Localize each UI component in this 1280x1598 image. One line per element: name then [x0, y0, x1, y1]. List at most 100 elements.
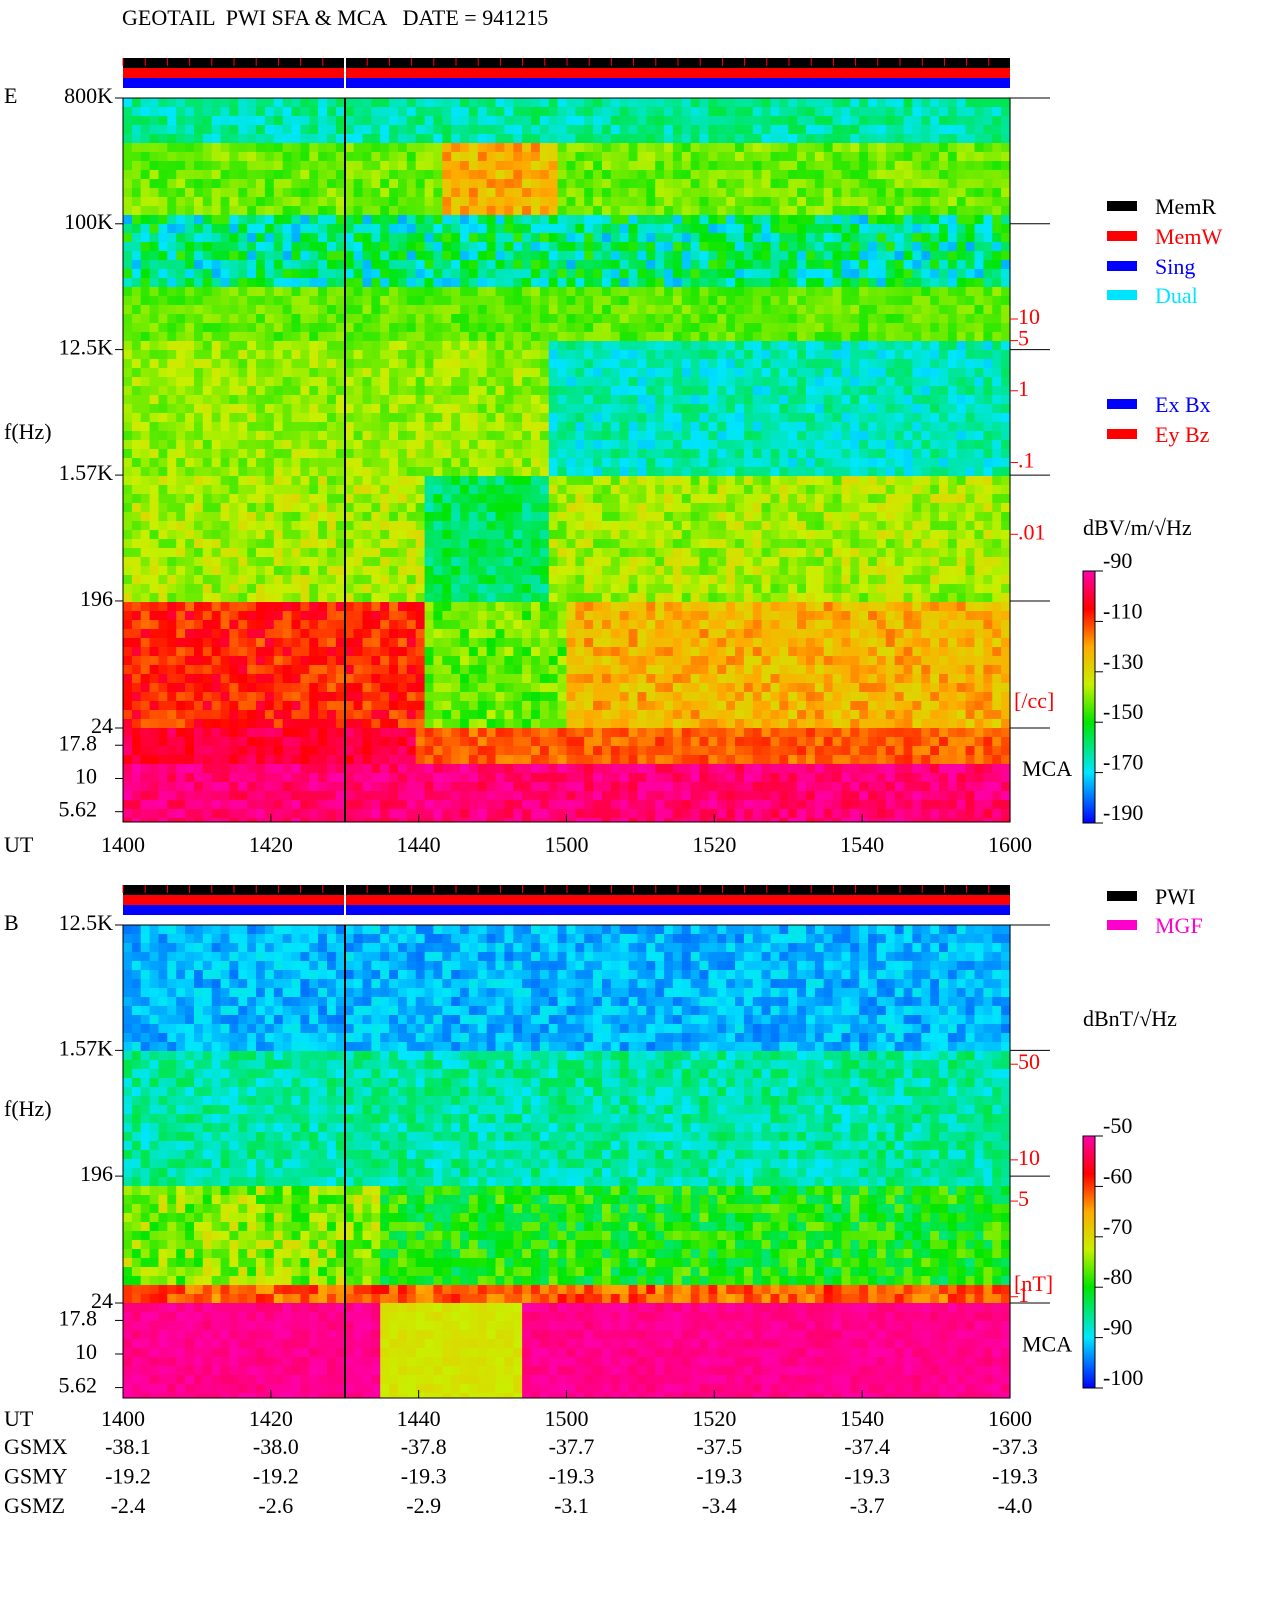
- spectrogram-cell: [957, 422, 967, 432]
- spectrogram-cell: [806, 512, 816, 522]
- spectrogram-cell: [859, 197, 869, 207]
- spectrogram-cell: [247, 377, 257, 387]
- spectrogram-cell: [558, 98, 568, 108]
- spectrogram-cell: [371, 377, 381, 387]
- spectrogram-cell: [575, 422, 585, 432]
- spectrogram-cell: [957, 413, 967, 423]
- spectrogram-cell: [584, 224, 594, 234]
- spectrogram-cell: [309, 170, 319, 180]
- spectrogram-cell: [1001, 485, 1011, 495]
- spectrogram-cell: [726, 467, 736, 477]
- spectrogram-cell: [123, 215, 133, 225]
- spectrogram-cell: [460, 242, 470, 252]
- spectrogram-cell: [513, 521, 523, 531]
- spectrogram-cell: [504, 206, 514, 216]
- spectrogram-cell: [912, 134, 922, 144]
- spectrogram-cell: [646, 476, 656, 486]
- spectrogram-cell: [487, 503, 497, 513]
- spectrogram-cell: [176, 188, 186, 198]
- spectrogram-cell: [948, 296, 958, 306]
- spectrogram-cell: [300, 395, 310, 405]
- spectrogram-cell: [735, 386, 745, 396]
- spectrogram-cell: [363, 467, 373, 477]
- spectrogram-cell: [575, 233, 585, 243]
- spectrogram-cell: [602, 440, 612, 450]
- spectrogram-cell: [638, 314, 648, 324]
- spectrogram-cell: [132, 332, 142, 342]
- spectrogram-cell: [167, 296, 177, 306]
- spectrogram-cell: [123, 449, 133, 459]
- spectrogram-cell: [575, 341, 585, 351]
- spectrogram-cell: [735, 242, 745, 252]
- spectrogram-cell: [700, 107, 710, 117]
- spectrogram-cell: [567, 512, 577, 522]
- spectrogram-cell: [877, 467, 887, 477]
- spectrogram-cell: [123, 530, 133, 540]
- spectrogram-cell: [593, 143, 603, 153]
- spectrogram-cell: [354, 206, 364, 216]
- spectrogram-cell: [336, 134, 346, 144]
- spectrogram-cell: [797, 467, 807, 477]
- spectrogram-cell: [886, 269, 896, 279]
- spectrogram-cell: [620, 206, 630, 216]
- spectrogram-cell: [247, 161, 257, 171]
- spectrogram-cell: [141, 98, 151, 108]
- spectrogram-cell: [176, 494, 186, 504]
- spectrogram-cell: [629, 467, 639, 477]
- spectrogram-cell: [327, 359, 337, 369]
- spectrogram-cell: [957, 287, 967, 297]
- spectrogram-cell: [992, 485, 1002, 495]
- spectrogram-cell: [363, 107, 373, 117]
- spectrogram-cell: [123, 224, 133, 234]
- spectrogram-cell: [975, 350, 985, 360]
- spectrogram-cell: [859, 359, 869, 369]
- spectrogram-cell: [700, 125, 710, 135]
- spectrogram-cell: [638, 485, 648, 495]
- spectrogram-cell: [691, 305, 701, 315]
- spectrogram-cell: [159, 260, 169, 270]
- spectrogram-cell: [159, 233, 169, 243]
- spectrogram-cell: [487, 449, 497, 459]
- spectrogram-cell: [460, 188, 470, 198]
- spectrogram-cell: [274, 404, 284, 414]
- spectrogram-cell: [531, 143, 541, 153]
- spectrogram-cell: [966, 386, 976, 396]
- spectrogram-cell: [886, 503, 896, 513]
- spectrogram-cell: [904, 206, 914, 216]
- spectrogram-cell: [691, 377, 701, 387]
- spectrogram-cell: [859, 170, 869, 180]
- spectrogram-cell: [815, 242, 825, 252]
- spectrogram-cell: [646, 242, 656, 252]
- spectrogram-cell: [309, 512, 319, 522]
- spectrogram-cell: [948, 521, 958, 531]
- spectrogram-cell: [558, 449, 568, 459]
- spectrogram-cell: [433, 197, 443, 207]
- spectrogram-cell: [717, 485, 727, 495]
- spectrogram-cell: [1001, 449, 1011, 459]
- spectrogram-cell: [824, 350, 834, 360]
- spectrogram-cell: [948, 206, 958, 216]
- spectrogram-cell: [407, 494, 417, 504]
- spectrogram-cell: [371, 440, 381, 450]
- spectrogram-cell: [513, 98, 523, 108]
- spectrogram-cell: [345, 368, 355, 378]
- spectrogram-cell: [788, 107, 798, 117]
- spectrogram-cell: [850, 143, 860, 153]
- spectrogram-cell: [229, 377, 239, 387]
- spectrogram-cell: [655, 377, 665, 387]
- spectrogram-cell: [504, 395, 514, 405]
- spectrogram-cell: [904, 503, 914, 513]
- spectrogram-cell: [442, 251, 452, 261]
- spectrogram-cell: [691, 143, 701, 153]
- spectrogram-cell: [824, 314, 834, 324]
- spectrogram-cell: [620, 359, 630, 369]
- spectrogram-cell: [921, 341, 931, 351]
- spectrogram-cell: [132, 206, 142, 216]
- spectrogram-cell: [611, 296, 621, 306]
- spectrogram-cell: [824, 242, 834, 252]
- spectrogram-cell: [691, 476, 701, 486]
- spectrogram-cell: [975, 332, 985, 342]
- spectrogram-cell: [185, 359, 195, 369]
- spectrogram-cell: [433, 494, 443, 504]
- spectrogram-cell: [833, 116, 843, 126]
